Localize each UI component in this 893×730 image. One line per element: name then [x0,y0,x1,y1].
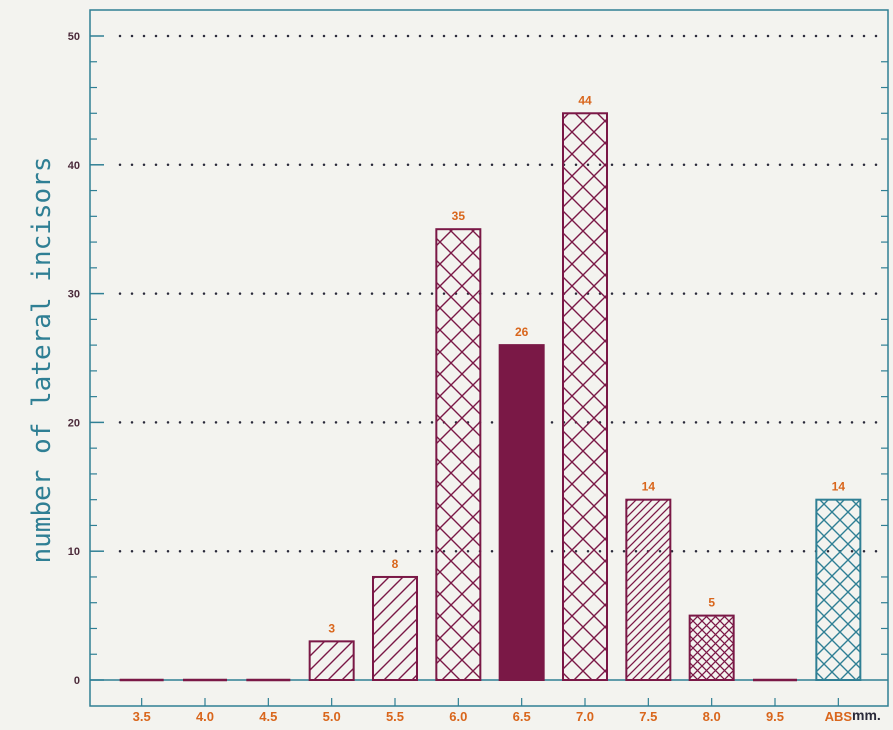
x-tick-label: 6.0 [449,709,467,724]
x-tick-label: 4.5 [259,709,277,724]
x-tick-label: ABS [825,709,853,724]
y-axis-label: number of lateral incisors [27,157,57,564]
x-tick-label: 6.5 [513,709,531,724]
y-tick-label: 10 [68,546,80,558]
x-tick-label: 7.0 [576,709,594,724]
y-tick-label: 50 [68,31,80,43]
bar-7-5 [625,498,672,681]
bar-6-5 [498,344,545,681]
data-label: 3 [328,621,335,635]
x-axis: 3.5 4.0 4.5 5.0 5.5 6.0 6.5 7.0 7.5 8.0 9.5 ABS [133,698,853,724]
y-tick-label: 40 [68,160,80,172]
bar-5-0 [308,640,355,681]
data-label: 44 [578,93,592,107]
y-tick-label: 20 [68,417,80,429]
bar-7-0 [562,112,608,681]
bar-8-0 [688,614,735,681]
y-tick-label: 0 [74,675,80,687]
data-label: 8 [392,557,399,571]
x-tick-label: 3.5 [133,709,151,724]
x-tick-label: 4.0 [196,709,214,724]
x-tick-label: 5.5 [386,709,404,724]
x-tick-label: 7.5 [639,709,657,724]
x-tick-label: 9.5 [766,709,784,724]
y-tick-label: 30 [68,289,80,301]
bars: 3 8 35 26 44 14 5 14 [119,93,862,682]
data-label: 26 [515,325,529,339]
grid [90,34,890,681]
plot-frame [89,9,889,707]
data-label: 5 [708,596,715,610]
bar-5-5 [372,575,418,682]
x-tick-label: 5.0 [323,709,341,724]
data-label: 14 [832,480,846,494]
bar-abs [815,498,862,681]
data-label: 14 [642,480,656,494]
data-label: 35 [452,209,466,223]
x-tick-label: 8.0 [703,709,721,724]
bar-6-0 [435,228,482,681]
y-axis: 0 10 20 30 40 50 [68,31,888,687]
x-unit-label: mm. [852,707,881,723]
